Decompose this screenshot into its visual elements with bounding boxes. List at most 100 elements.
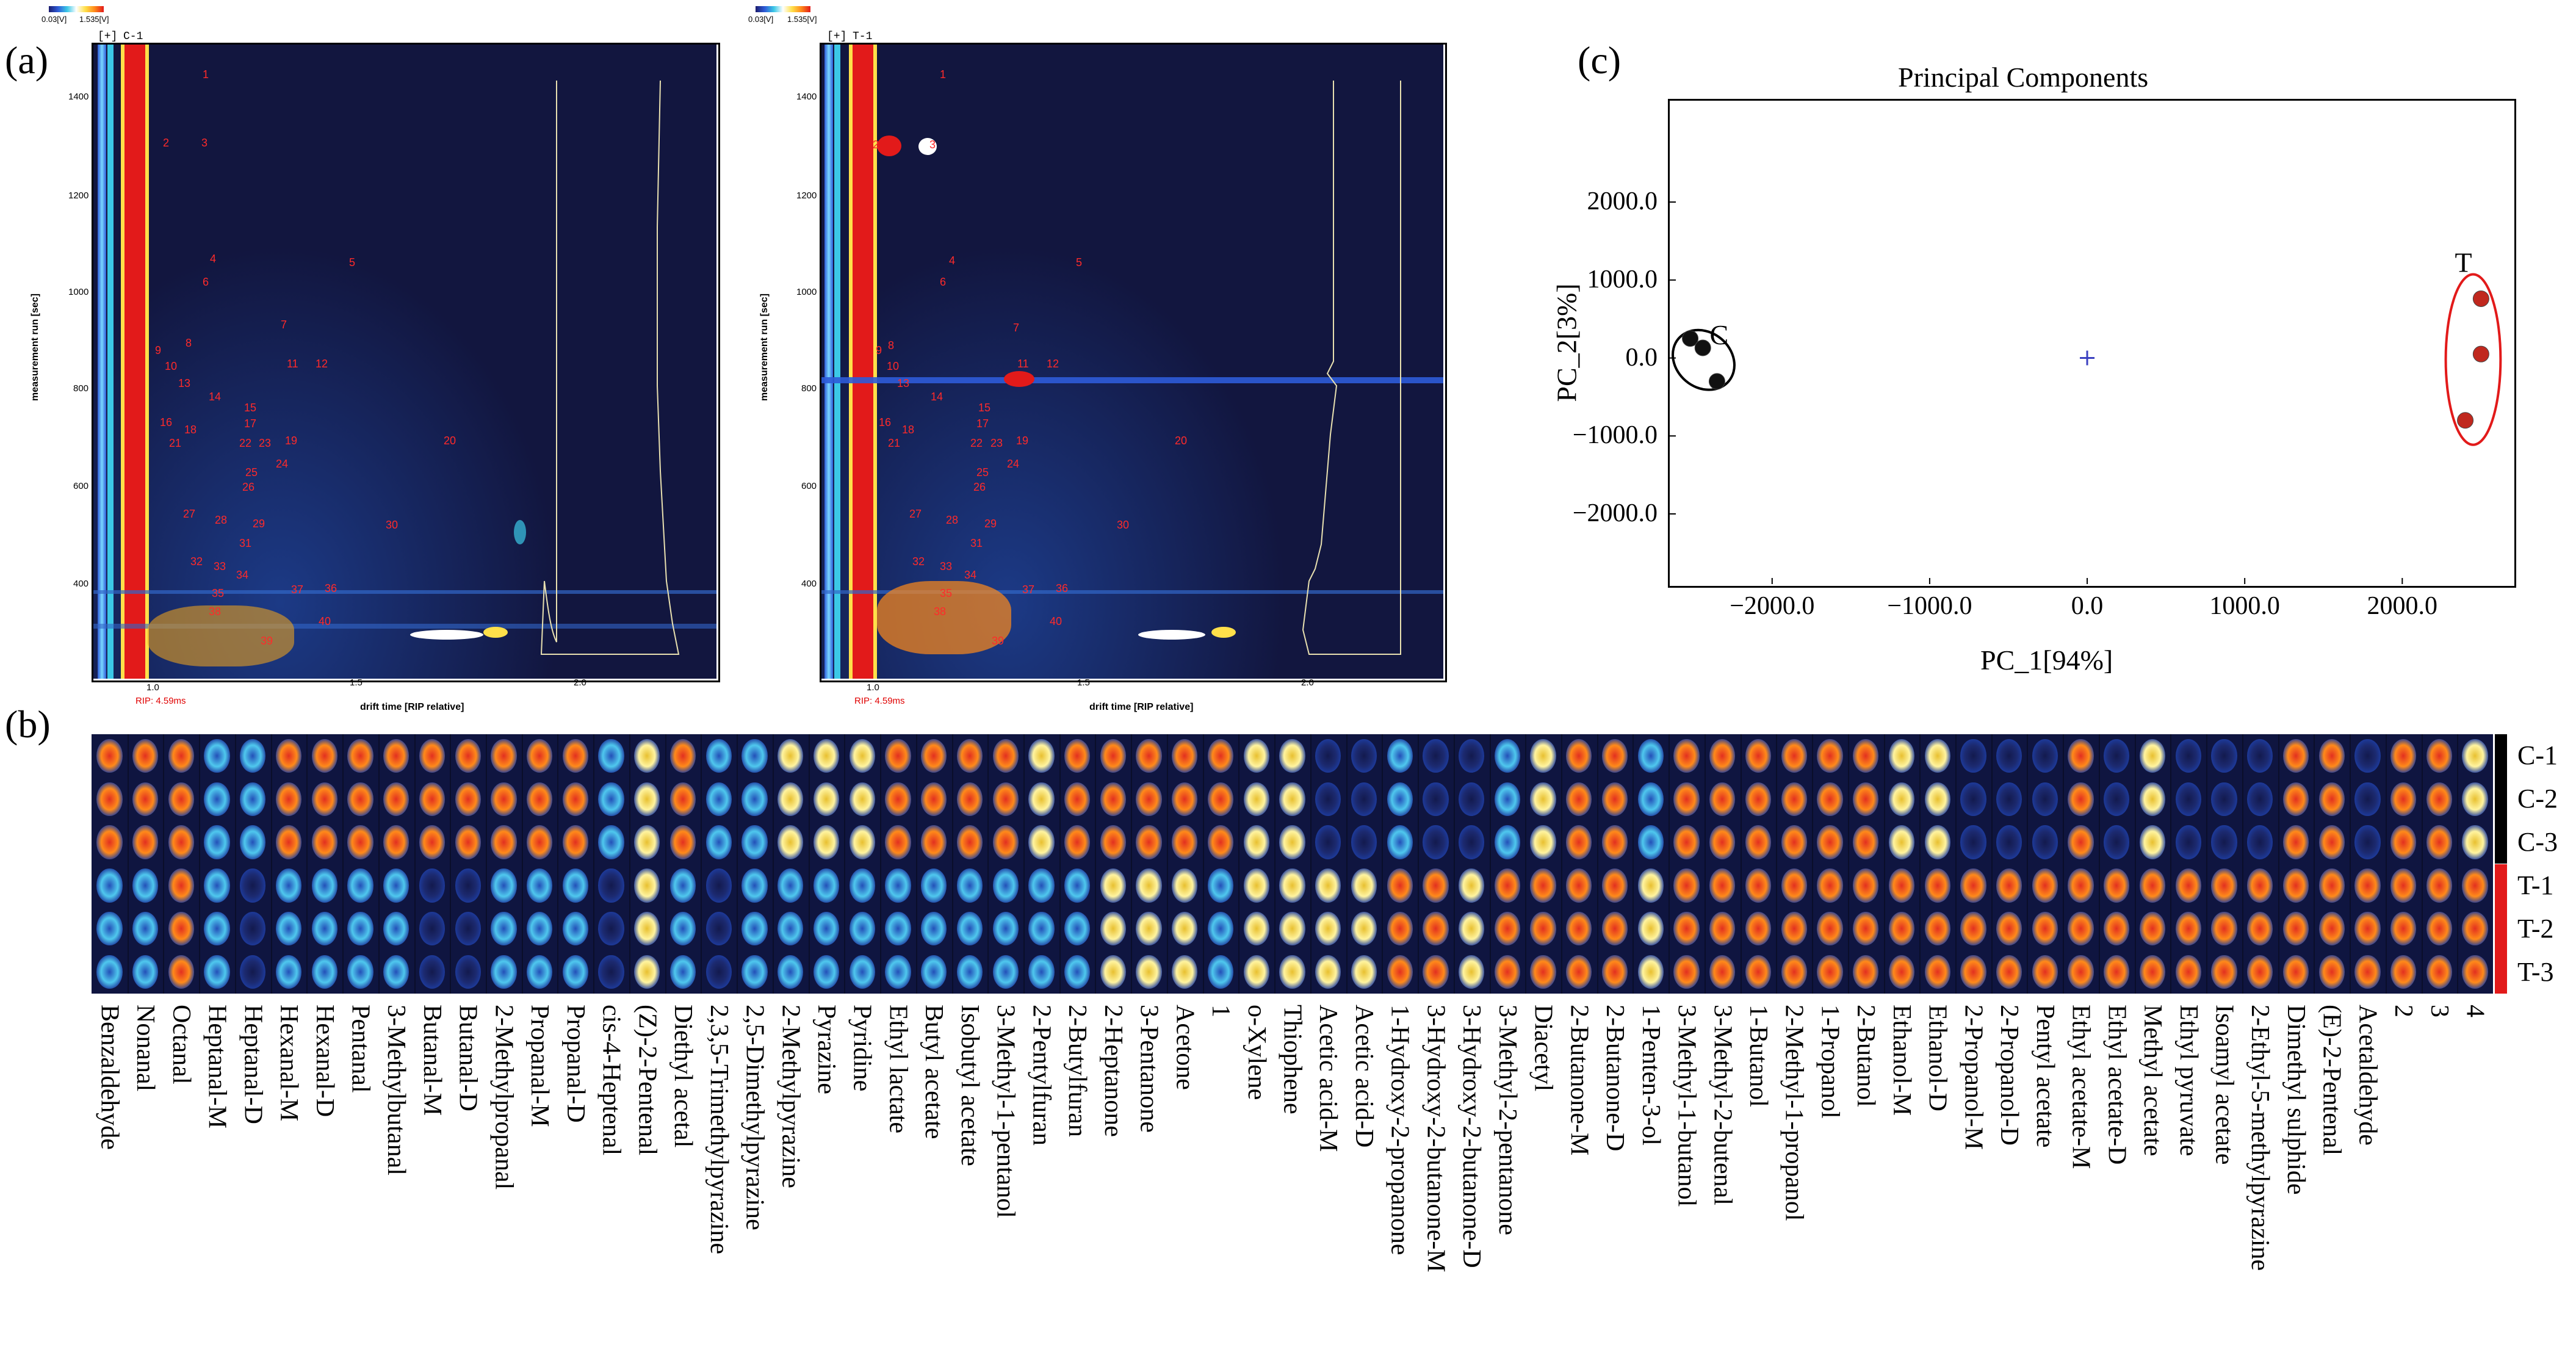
heatmap-cell [1136, 912, 1162, 946]
heatmap-cell [1315, 782, 1341, 816]
heatmap-cell [1100, 912, 1126, 946]
peak-label: 26 [242, 481, 255, 493]
heatmap-cell [1781, 912, 1807, 946]
heatmap-cell [2211, 955, 2237, 989]
compound-label: 1-Propanol [1816, 1005, 1844, 1119]
heatmap-cell [2032, 955, 2058, 989]
peak-label: 26 [973, 481, 986, 493]
heatmap-cell [419, 738, 446, 773]
heatmap-cell [1709, 738, 1736, 773]
heatmap-cell [2068, 955, 2094, 989]
heatmap-column [1238, 734, 1276, 994]
peak-label: 13 [897, 377, 910, 389]
heatmap-cell [669, 912, 696, 946]
heatmap-cell [813, 955, 840, 989]
heatmap-cell [491, 912, 517, 946]
heatmap-cell [777, 825, 804, 859]
heatmap-cell [1172, 868, 1198, 903]
heatmap-column [1203, 734, 1240, 994]
heatmap-cell [1745, 738, 1772, 773]
heatmap-cell [1745, 955, 1772, 989]
heatmap-column [773, 734, 810, 994]
heatmap-cell [1136, 825, 1162, 859]
heatmap-column [1310, 734, 1348, 994]
fingerprint-heatmap [92, 734, 2493, 994]
heatmap-cell [2139, 738, 2166, 773]
heatmap-cell [1423, 738, 1449, 773]
heatmap-cell [240, 825, 266, 859]
heatmap-cell [921, 955, 947, 989]
heatmap-cell [1853, 782, 1879, 816]
rip-label: RIP: 4.59ms [854, 696, 905, 706]
heatmap-cell [1028, 955, 1055, 989]
heatmap-cell [1064, 912, 1091, 946]
heatmap-cell [240, 955, 266, 989]
heatmap-cell [1781, 955, 1807, 989]
heatmap-column [1705, 734, 1742, 994]
peak-label: 17 [976, 417, 989, 430]
heatmap-cell [275, 738, 302, 773]
heatmap-cell [1817, 955, 1843, 989]
peak-label: 3 [929, 139, 936, 151]
heatmap-cell [132, 738, 159, 773]
compound-label: 2-Butanol [1852, 1005, 1880, 1107]
compound-label: Ethyl acetate-D [2102, 1005, 2131, 1165]
compound-label: Octanal [167, 1005, 195, 1085]
heatmap-cell [1136, 782, 1162, 816]
x-tick-label: −1000.0 [1887, 592, 1972, 620]
pca-frame [1668, 99, 2516, 588]
heatmap-cell [275, 912, 302, 946]
sample-color-bar [2495, 864, 2507, 908]
heatmap-cell [419, 955, 446, 989]
compound-label: 3-Methylbutanal [382, 1005, 411, 1175]
compound-label: 3-Pentanone [1135, 1005, 1163, 1133]
heatmap-cell [813, 912, 840, 946]
heatmap-cell [1494, 738, 1521, 773]
heatmap-cell [204, 782, 230, 816]
compound-label: Acetic acid-M [1314, 1005, 1343, 1152]
heatmap-cell [813, 868, 840, 903]
heatmap-cell [598, 955, 624, 989]
compound-label: Ethanol-M [1887, 1005, 1916, 1116]
gc-ylabel: measurement run [sec] [759, 293, 770, 402]
y-tick: 1400 [68, 92, 89, 102]
peak-label: 34 [236, 569, 249, 581]
heatmap-cell [1709, 912, 1736, 946]
heatmap-cell [1960, 782, 1986, 816]
compound-label: 1-Butanol [1744, 1005, 1772, 1107]
heatmap-column [1167, 734, 1204, 994]
heatmap-cell [849, 782, 875, 816]
heatmap-cell [1243, 782, 1269, 816]
compound-label: Hexanal-D [310, 1005, 339, 1117]
heatmap-cell [2032, 782, 2058, 816]
heatmap-cell [1888, 738, 1915, 773]
peak-label: 17 [244, 417, 257, 430]
heatmap-cell [813, 738, 840, 773]
peak-label: 18 [184, 424, 197, 436]
peak-label: 32 [912, 555, 925, 568]
heatmap-cell [634, 738, 660, 773]
heatmap-cell [204, 955, 230, 989]
heatmap-cell [1064, 738, 1091, 773]
heatmap-cell [383, 955, 409, 989]
heatmap-cell [1207, 782, 1234, 816]
heatmap-cell [1745, 868, 1772, 903]
heatmap-cell [1459, 955, 1485, 989]
heatmap-cell [1924, 738, 1950, 773]
heatmap-cell [2462, 955, 2488, 989]
heatmap-cell [240, 738, 266, 773]
peak-label: 25 [245, 466, 258, 478]
heatmap-cell [383, 912, 409, 946]
heatmap-column [235, 734, 272, 994]
heatmap-cell [419, 912, 446, 946]
peak-label: 19 [1016, 435, 1029, 447]
compound-label: 2-Butanone-D [1601, 1005, 1629, 1152]
y-tick: 1200 [796, 190, 817, 201]
heatmap-cell [562, 955, 588, 989]
heatmap-cell [1494, 912, 1521, 946]
y-tick: 1200 [68, 190, 89, 201]
heatmap-cell [1100, 738, 1126, 773]
peak-label: 7 [1013, 322, 1020, 334]
heatmap-cell [849, 738, 875, 773]
heatmap-cell [741, 868, 768, 903]
